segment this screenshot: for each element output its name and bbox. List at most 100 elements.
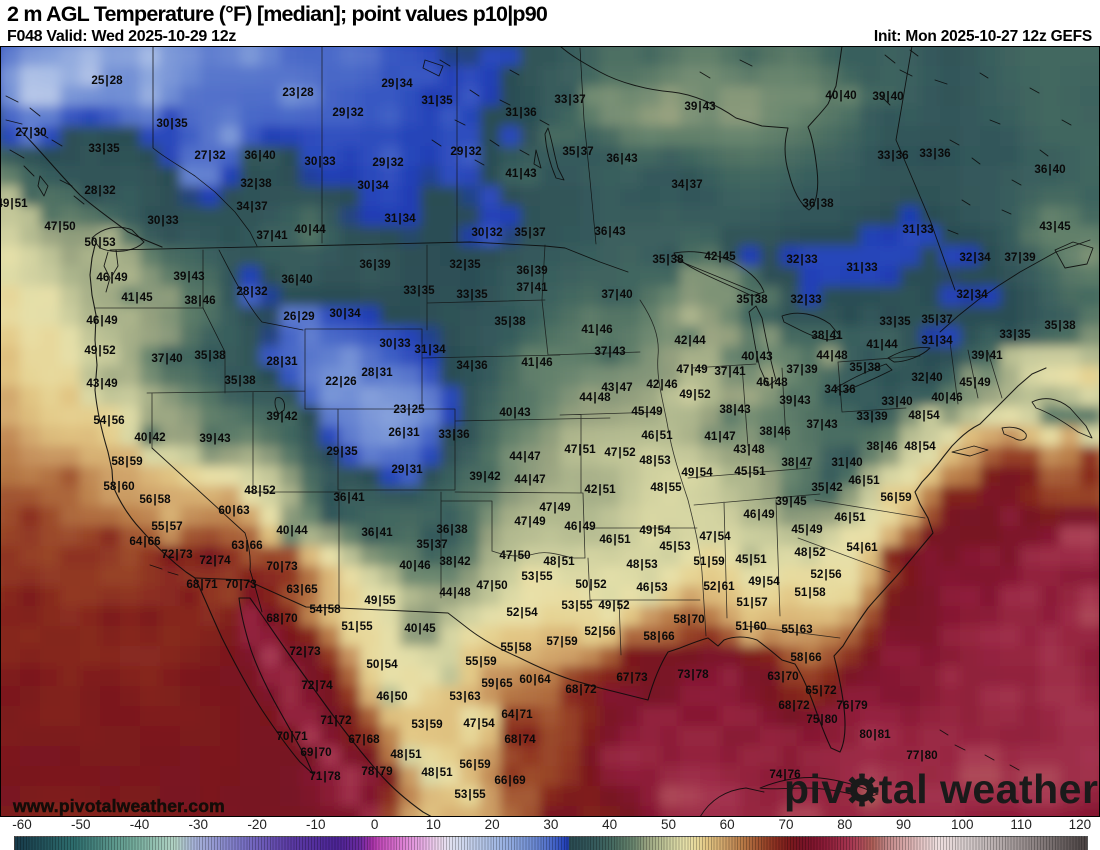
svg-text:30|32: 30|32 (471, 226, 503, 239)
svg-text:54|58: 54|58 (309, 603, 341, 616)
svg-text:56|59: 56|59 (459, 758, 491, 771)
svg-text:49|52: 49|52 (679, 388, 711, 401)
svg-text:42|51: 42|51 (584, 483, 616, 496)
svg-text:48|51: 48|51 (421, 766, 453, 779)
svg-text:41|46: 41|46 (581, 323, 613, 336)
svg-text:35|38: 35|38 (224, 374, 256, 387)
svg-text:49|55: 49|55 (364, 594, 396, 607)
svg-text:54|61: 54|61 (846, 541, 878, 554)
svg-text:29|32: 29|32 (372, 156, 404, 169)
svg-text:36|43: 36|43 (606, 152, 638, 165)
svg-text:54|56: 54|56 (93, 414, 125, 427)
svg-text:49|52: 49|52 (598, 599, 630, 612)
svg-text:34|37: 34|37 (671, 178, 702, 191)
svg-text:39|42: 39|42 (266, 410, 298, 423)
svg-text:67|68: 67|68 (348, 733, 380, 746)
svg-text:30|35: 30|35 (156, 117, 188, 130)
svg-text:37|43: 37|43 (594, 345, 626, 358)
svg-text:75|80: 75|80 (806, 713, 838, 726)
svg-text:55|57: 55|57 (151, 520, 182, 533)
svg-text:28|31: 28|31 (361, 366, 393, 379)
svg-text:28|31: 28|31 (266, 355, 298, 368)
svg-text:67|73: 67|73 (616, 671, 648, 684)
svg-text:35|38: 35|38 (652, 253, 684, 266)
svg-text:36|40: 36|40 (244, 149, 276, 162)
svg-text:38|42: 38|42 (439, 555, 471, 568)
svg-text:29|31: 29|31 (391, 463, 423, 476)
svg-text:32|40: 32|40 (911, 371, 943, 384)
svg-text:30|33: 30|33 (304, 155, 336, 168)
svg-text:39|41: 39|41 (971, 349, 1003, 362)
svg-text:38|46: 38|46 (866, 440, 898, 453)
svg-text:72|73: 72|73 (161, 548, 193, 561)
svg-text:43|47: 43|47 (601, 381, 632, 394)
svg-text:38|46: 38|46 (184, 294, 216, 307)
svg-text:36|41: 36|41 (361, 526, 393, 539)
svg-text:31|35: 31|35 (421, 94, 453, 107)
svg-text:36|41: 36|41 (333, 491, 365, 504)
svg-text:32|34: 32|34 (956, 288, 988, 301)
svg-text:46|49: 46|49 (564, 520, 596, 533)
svg-text:55|63: 55|63 (781, 623, 813, 636)
svg-text:68|74: 68|74 (504, 733, 536, 746)
svg-text:33|35: 33|35 (403, 284, 435, 297)
svg-text:41|46: 41|46 (521, 356, 553, 369)
svg-text:46|51: 46|51 (834, 511, 866, 524)
svg-text:39|40: 39|40 (872, 90, 904, 103)
svg-text:35|38: 35|38 (1044, 319, 1076, 332)
svg-text:58|60: 58|60 (103, 480, 135, 493)
svg-text:35|38: 35|38 (736, 293, 768, 306)
svg-text:68|71: 68|71 (186, 578, 218, 591)
svg-text:52|56: 52|56 (810, 568, 842, 581)
svg-text:48|53: 48|53 (626, 558, 658, 571)
svg-text:72|74: 72|74 (199, 554, 231, 567)
svg-text:33|40: 33|40 (881, 395, 913, 408)
svg-text:43|48: 43|48 (733, 443, 765, 456)
svg-text:40|45: 40|45 (404, 622, 436, 635)
svg-text:53|63: 53|63 (449, 690, 481, 703)
svg-text:68|72: 68|72 (565, 683, 597, 696)
svg-text:49|54: 49|54 (748, 575, 780, 588)
svg-text:49|54: 49|54 (681, 466, 713, 479)
svg-text:48|55: 48|55 (650, 481, 682, 494)
svg-text:53|55: 53|55 (454, 788, 486, 801)
svg-text:33|37: 33|37 (554, 93, 585, 106)
svg-text:39|43: 39|43 (173, 270, 205, 283)
svg-text:51|59: 51|59 (693, 555, 725, 568)
svg-text:71|72: 71|72 (320, 714, 352, 727)
svg-text:60|63: 60|63 (218, 504, 250, 517)
svg-text:50|53: 50|53 (84, 236, 116, 249)
svg-text:26|31: 26|31 (388, 426, 420, 439)
svg-text:68|72: 68|72 (778, 699, 810, 712)
svg-text:63|66: 63|66 (231, 539, 263, 552)
svg-text:28|32: 28|32 (84, 184, 116, 197)
svg-text:64|66: 64|66 (129, 535, 161, 548)
svg-text:39|43: 39|43 (684, 100, 716, 113)
svg-text:37|39: 37|39 (786, 363, 818, 376)
svg-text:34|36: 34|36 (456, 359, 488, 372)
svg-text:78|79: 78|79 (361, 765, 393, 778)
svg-text:46|51: 46|51 (641, 429, 673, 442)
svg-text:33|36: 33|36 (438, 428, 470, 441)
svg-text:47|52: 47|52 (604, 446, 636, 459)
svg-text:56|58: 56|58 (139, 493, 171, 506)
svg-text:77|80: 77|80 (906, 749, 938, 762)
svg-text:47|54: 47|54 (463, 717, 495, 730)
svg-text:31|33: 31|33 (846, 261, 878, 274)
svg-text:23|25: 23|25 (393, 403, 425, 416)
svg-text:23|28: 23|28 (282, 86, 314, 99)
svg-text:35|37: 35|37 (514, 226, 545, 239)
svg-text:44|48: 44|48 (816, 349, 848, 362)
svg-text:31|34: 31|34 (384, 212, 416, 225)
svg-text:35|37: 35|37 (416, 538, 447, 551)
svg-text:70|71: 70|71 (276, 730, 308, 743)
svg-text:29|34: 29|34 (381, 77, 413, 90)
svg-text:46|48: 46|48 (756, 376, 788, 389)
svg-text:42|46: 42|46 (646, 378, 678, 391)
svg-text:49|54: 49|54 (639, 524, 671, 537)
svg-text:36|38: 36|38 (802, 197, 834, 210)
svg-text:58|66: 58|66 (643, 630, 675, 643)
svg-text:34|36: 34|36 (824, 383, 856, 396)
svg-text:33|35: 33|35 (88, 142, 120, 155)
svg-text:30|34: 30|34 (329, 307, 361, 320)
